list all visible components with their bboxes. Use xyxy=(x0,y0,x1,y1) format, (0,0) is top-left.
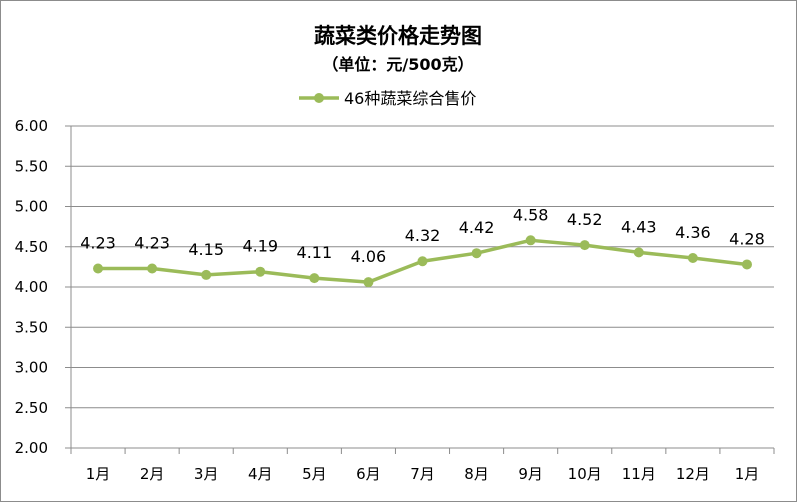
y-tick-label: 4.00 xyxy=(15,278,48,296)
x-tick-label: 7月 xyxy=(410,465,435,483)
data-label: 4.42 xyxy=(459,218,495,237)
chart-title: 蔬菜类价格走势图 xyxy=(314,24,482,48)
y-tick-label: 3.50 xyxy=(15,318,48,336)
x-axis-tick-labels: 1月 2月 3月 4月 5月 6月 7月 8月 9月 10月 11月 12月 1月 xyxy=(86,465,759,483)
data-label: 4.52 xyxy=(567,210,603,229)
x-tick-label: 4月 xyxy=(248,465,273,483)
data-label: 4.19 xyxy=(242,237,278,256)
y-tick-label: 2.00 xyxy=(15,439,48,457)
data-label: 4.28 xyxy=(729,229,765,248)
data-point xyxy=(525,235,536,246)
data-labels: 4.23 4.23 4.15 4.19 4.11 4.06 4.32 4.42 4.58 4.52… xyxy=(80,205,765,266)
data-point xyxy=(201,269,212,280)
data-point xyxy=(93,263,104,274)
data-label: 4.11 xyxy=(297,243,333,262)
x-tick-label: 6月 xyxy=(356,465,381,483)
x-tick-label: 8月 xyxy=(464,465,489,483)
data-label: 4.23 xyxy=(80,233,116,252)
data-point xyxy=(255,266,266,277)
y-tick-label: 5.50 xyxy=(15,157,48,175)
legend: 46种蔬菜综合售价 xyxy=(299,89,476,108)
x-tick-label: 1月 xyxy=(735,465,760,483)
data-label: 4.06 xyxy=(351,247,387,266)
x-tick-label: 9月 xyxy=(518,465,543,483)
y-tick-label: 5.00 xyxy=(15,198,48,216)
chart-subtitle: （单位：元/500克） xyxy=(322,55,473,74)
data-label: 4.15 xyxy=(188,240,224,259)
legend-point-marker xyxy=(314,93,324,103)
x-tick-label: 2月 xyxy=(140,465,165,483)
data-point xyxy=(417,256,428,267)
x-tick-label: 5月 xyxy=(302,465,327,483)
legend-entry: 46种蔬菜综合售价 xyxy=(344,89,476,108)
x-tick-label: 12月 xyxy=(676,465,710,483)
y-tick-label: 4.50 xyxy=(15,238,48,256)
data-label: 4.23 xyxy=(134,233,170,252)
y-axis-tick-labels: 2.00 2.50 3.00 3.50 4.00 4.50 5.00 5.50 6.00 xyxy=(15,117,48,457)
axes xyxy=(65,125,775,454)
y-tick-label: 3.00 xyxy=(15,359,48,377)
data-point xyxy=(309,273,320,284)
data-label: 4.32 xyxy=(405,226,441,245)
series-layer xyxy=(93,235,752,288)
y-tick-label: 6.00 xyxy=(15,117,48,135)
data-label: 4.58 xyxy=(513,205,549,224)
data-point xyxy=(687,253,698,264)
data-point xyxy=(471,248,482,259)
data-point xyxy=(741,259,752,270)
data-point xyxy=(633,247,644,258)
data-point xyxy=(579,240,590,251)
x-tick-label: 11月 xyxy=(622,465,656,483)
data-point xyxy=(363,277,374,288)
x-tick-label: 1月 xyxy=(86,465,111,483)
data-label: 4.36 xyxy=(675,223,711,242)
x-tick-label: 3月 xyxy=(194,465,219,483)
data-point xyxy=(147,263,158,274)
x-tick-label: 10月 xyxy=(568,465,602,483)
data-label: 4.43 xyxy=(621,217,657,236)
gridlines xyxy=(71,125,774,409)
y-tick-label: 2.50 xyxy=(15,399,48,417)
